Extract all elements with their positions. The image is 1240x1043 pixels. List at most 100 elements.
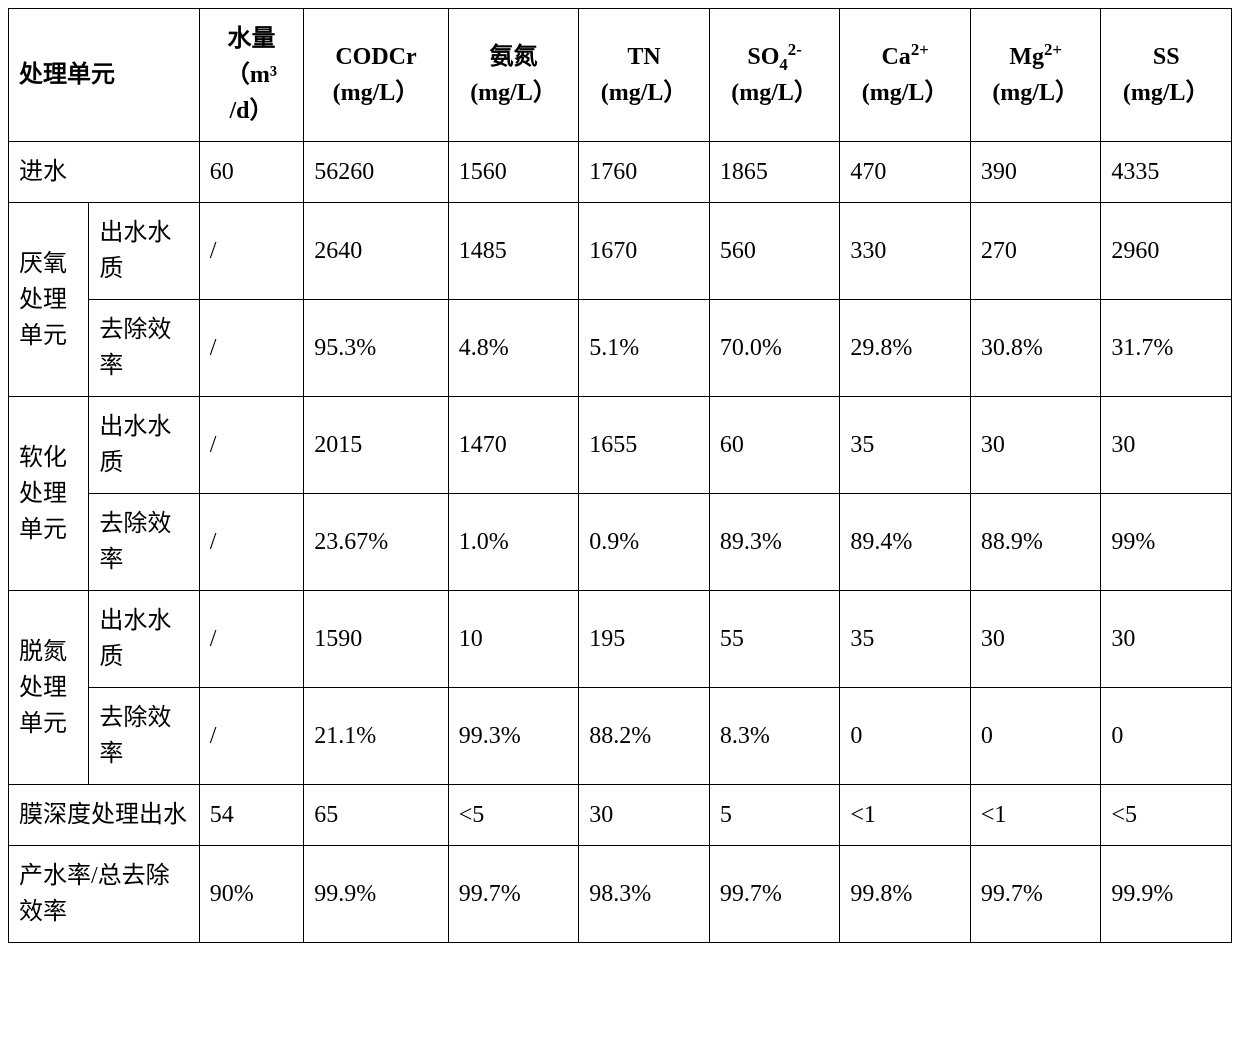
row-anaerobic-unit-label: 厌氧处理单元 bbox=[9, 234, 88, 366]
col-header-nh3n-l1: 氨氮 bbox=[490, 44, 538, 70]
cell: 60 bbox=[199, 142, 303, 203]
col-header-unit: 处理单元 bbox=[9, 9, 200, 142]
cell: 1670 bbox=[579, 203, 710, 300]
col-header-water-l1: 水量 bbox=[227, 26, 275, 52]
col-header-codcr-l1: CODCr bbox=[335, 44, 416, 70]
col-header-ca-l1: Ca2+ bbox=[881, 44, 928, 70]
col-header-nh3n-l2: (mg/L） bbox=[470, 80, 557, 106]
col-header-so4-l2: (mg/L） bbox=[731, 80, 818, 106]
cell: / bbox=[199, 300, 303, 397]
row-anaerobic-removal-label-cell: 去除效率 bbox=[89, 300, 199, 397]
cell: 30 bbox=[1101, 397, 1232, 494]
row-dn-removal: 去除效率 / 21.1% 99.3% 88.2% 8.3% 0 0 0 bbox=[9, 688, 1232, 785]
cell: / bbox=[199, 688, 303, 785]
table-header-row: 处理单元 水量 （m³ /d） CODCr (mg/L） 氨氮 (mg/L） T… bbox=[9, 9, 1232, 142]
cell: <5 bbox=[448, 785, 579, 846]
row-membrane-label-cell: 膜深度处理出水 bbox=[9, 785, 200, 846]
cell: 560 bbox=[709, 203, 840, 300]
cell: 99.9% bbox=[304, 846, 449, 943]
cell: <1 bbox=[970, 785, 1101, 846]
col-header-ss-l2: (mg/L） bbox=[1123, 80, 1210, 106]
cell: <5 bbox=[1101, 785, 1232, 846]
cell: 89.3% bbox=[709, 494, 840, 591]
cell: 4.8% bbox=[448, 300, 579, 397]
col-header-ca-l2: (mg/L） bbox=[862, 80, 949, 106]
cell: 0.9% bbox=[579, 494, 710, 591]
cell: 195 bbox=[579, 591, 710, 688]
cell: 99.9% bbox=[1101, 846, 1232, 943]
row-softening-removal-label-cell: 去除效率 bbox=[89, 494, 199, 591]
cell: 99.7% bbox=[709, 846, 840, 943]
cell: 95.3% bbox=[304, 300, 449, 397]
cell: 1590 bbox=[304, 591, 449, 688]
cell: 1865 bbox=[709, 142, 840, 203]
col-header-codcr: CODCr (mg/L） bbox=[304, 9, 449, 142]
cell: 60 bbox=[709, 397, 840, 494]
cell: 23.67% bbox=[304, 494, 449, 591]
col-header-ca: Ca2+ (mg/L） bbox=[840, 9, 971, 142]
cell: <1 bbox=[840, 785, 971, 846]
cell: 55 bbox=[709, 591, 840, 688]
row-yield-total: 产水率/总去除效率 90% 99.9% 99.7% 98.3% 99.7% 99… bbox=[9, 846, 1232, 943]
cell: 88.9% bbox=[970, 494, 1101, 591]
cell: 35 bbox=[840, 591, 971, 688]
col-header-water-l2: （m³ bbox=[226, 62, 277, 88]
col-header-tn: TN (mg/L） bbox=[579, 9, 710, 142]
row-anaerobic-effq-label-cell: 出水水质 bbox=[89, 203, 199, 300]
row-yield-label-cell: 产水率/总去除效率 bbox=[9, 846, 200, 943]
col-header-water: 水量 （m³ /d） bbox=[199, 9, 303, 142]
row-dn-effq-label: 出水水质 bbox=[89, 591, 198, 687]
row-softening-removal-label: 去除效率 bbox=[89, 494, 198, 590]
col-header-water-l3: /d） bbox=[229, 98, 273, 124]
row-influent: 进水 60 56260 1560 1760 1865 470 390 4335 bbox=[9, 142, 1232, 203]
cell: 30 bbox=[1101, 591, 1232, 688]
cell: 390 bbox=[970, 142, 1101, 203]
cell: 98.3% bbox=[579, 846, 710, 943]
cell: 330 bbox=[840, 203, 971, 300]
row-anaerobic-removal-label: 去除效率 bbox=[89, 300, 198, 396]
cell: 2015 bbox=[304, 397, 449, 494]
row-dn-effq-label-cell: 出水水质 bbox=[89, 591, 199, 688]
cell: 1560 bbox=[448, 142, 579, 203]
row-dn-removal-label: 去除效率 bbox=[89, 688, 198, 784]
cell: / bbox=[199, 203, 303, 300]
cell: 1.0% bbox=[448, 494, 579, 591]
cell: 2640 bbox=[304, 203, 449, 300]
cell: 89.4% bbox=[840, 494, 971, 591]
row-anaerobic-unit-label-cell: 厌氧处理单元 bbox=[9, 203, 89, 397]
col-header-so4: SO42- (mg/L） bbox=[709, 9, 840, 142]
cell: 29.8% bbox=[840, 300, 971, 397]
cell: 2960 bbox=[1101, 203, 1232, 300]
cell: 99.7% bbox=[970, 846, 1101, 943]
cell: 65 bbox=[304, 785, 449, 846]
cell: 21.1% bbox=[304, 688, 449, 785]
cell: 5.1% bbox=[579, 300, 710, 397]
cell: 1760 bbox=[579, 142, 710, 203]
cell: 0 bbox=[840, 688, 971, 785]
cell: 30 bbox=[970, 591, 1101, 688]
col-header-so4-l1: SO42- bbox=[747, 44, 801, 70]
cell: 8.3% bbox=[709, 688, 840, 785]
cell: 88.2% bbox=[579, 688, 710, 785]
cell: 30 bbox=[970, 397, 1101, 494]
row-dn-unit-label-cell: 脱氮处理单元 bbox=[9, 591, 89, 785]
col-header-nh3n: 氨氮 (mg/L） bbox=[448, 9, 579, 142]
cell: 0 bbox=[1101, 688, 1232, 785]
col-header-tn-l2: (mg/L） bbox=[601, 80, 688, 106]
row-softening-removal: 去除效率 / 23.67% 1.0% 0.9% 89.3% 89.4% 88.9… bbox=[9, 494, 1232, 591]
cell: 99.3% bbox=[448, 688, 579, 785]
col-header-ss: SS (mg/L） bbox=[1101, 9, 1232, 142]
row-softening-effluent: 软化处理单元 出水水质 / 2015 1470 1655 60 35 30 30 bbox=[9, 397, 1232, 494]
cell: 31.7% bbox=[1101, 300, 1232, 397]
cell: 99.7% bbox=[448, 846, 579, 943]
cell: 56260 bbox=[304, 142, 449, 203]
cell: 35 bbox=[840, 397, 971, 494]
cell: / bbox=[199, 494, 303, 591]
row-membrane-effluent: 膜深度处理出水 54 65 <5 30 5 <1 <1 <5 bbox=[9, 785, 1232, 846]
cell: 99% bbox=[1101, 494, 1232, 591]
cell: / bbox=[199, 397, 303, 494]
cell: 30.8% bbox=[970, 300, 1101, 397]
cell: 30 bbox=[579, 785, 710, 846]
row-dn-unit-label: 脱氮处理单元 bbox=[9, 622, 88, 754]
cell: 4335 bbox=[1101, 142, 1232, 203]
